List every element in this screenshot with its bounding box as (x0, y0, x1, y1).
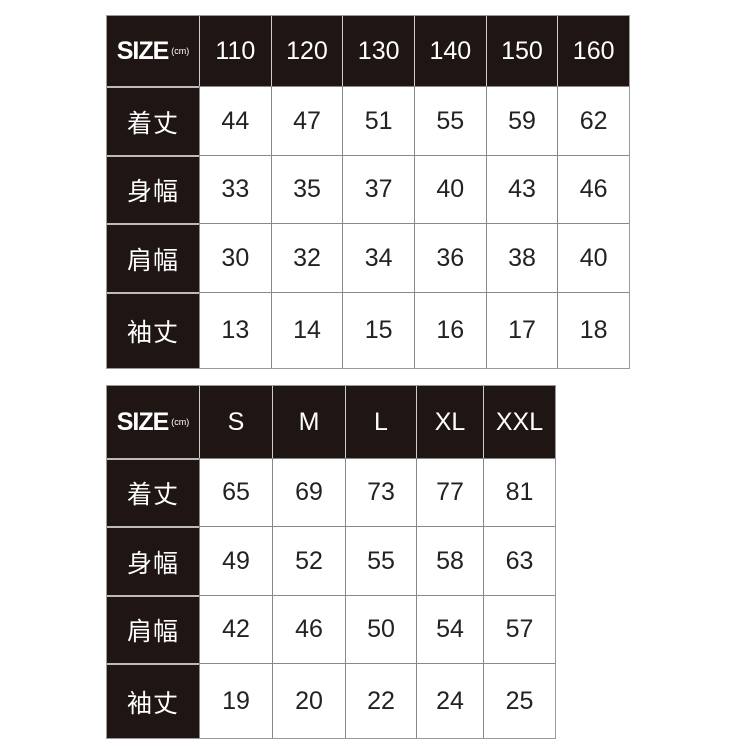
table-cell: 37 (342, 155, 414, 223)
table-cell: 81 (483, 458, 555, 526)
row-label: 身幅 (107, 155, 199, 223)
table-cell: 16 (413, 292, 486, 368)
adult-size-table: SIZE (cm) S M L XL XXL 着丈 65 69 73 77 81 身幅 49 52 55 58 63… (106, 385, 556, 739)
table-cell: 15 (342, 292, 414, 368)
unit-label: (cm) (171, 46, 190, 56)
table-cell: 17 (485, 292, 558, 368)
table-cell: 57 (483, 595, 555, 663)
column-header: 130 (342, 16, 414, 86)
size-label: SIZE (116, 407, 170, 436)
row-label: 袖丈 (107, 663, 199, 738)
table-cell: 62 (557, 86, 629, 155)
column-header: 160 (557, 16, 629, 86)
row-label: 着丈 (107, 458, 199, 526)
table-cell: 30 (199, 223, 271, 292)
kids-size-table: SIZE (cm) 110 120 130 140 150 160 着丈 44 47 51 55 59 62… (106, 15, 630, 369)
table-cell: 69 (272, 458, 345, 526)
table-cell: 32 (270, 223, 343, 292)
table-cell: 50 (345, 595, 416, 663)
table-cell: 55 (345, 526, 416, 595)
column-header: S (199, 386, 272, 458)
table-cell: 14 (270, 292, 343, 368)
table-cell: 44 (199, 86, 271, 155)
table-cell: 63 (483, 526, 555, 595)
table-cell: 13 (199, 292, 271, 368)
column-header: M (272, 386, 345, 458)
table-cell: 40 (413, 155, 486, 223)
table-cell: 42 (199, 595, 272, 663)
table-cell: 55 (413, 86, 486, 155)
table-cell: 24 (416, 663, 483, 738)
column-header: 120 (270, 16, 343, 86)
column-header: XL (416, 386, 483, 458)
size-header-cell: SIZE (cm) (107, 386, 199, 458)
row-label: 肩幅 (107, 595, 199, 663)
column-header: 150 (485, 16, 558, 86)
column-header: XXL (483, 386, 555, 458)
table-cell: 25 (483, 663, 555, 738)
table-cell: 18 (557, 292, 629, 368)
table-cell: 35 (270, 155, 343, 223)
table-cell: 49 (199, 526, 272, 595)
column-header: L (345, 386, 416, 458)
table-cell: 65 (199, 458, 272, 526)
unit-label: (cm) (171, 417, 190, 427)
table-cell: 58 (416, 526, 483, 595)
table-cell: 51 (342, 86, 414, 155)
table-cell: 59 (485, 86, 558, 155)
column-header: 110 (199, 16, 271, 86)
table-cell: 46 (557, 155, 629, 223)
table-cell: 52 (272, 526, 345, 595)
table-cell: 34 (342, 223, 414, 292)
size-label: SIZE (116, 36, 170, 65)
row-label: 着丈 (107, 86, 199, 155)
table-cell: 19 (199, 663, 272, 738)
table-cell: 54 (416, 595, 483, 663)
table-cell: 22 (345, 663, 416, 738)
table-cell: 33 (199, 155, 271, 223)
column-header: 140 (413, 16, 486, 86)
table-cell: 38 (485, 223, 558, 292)
table-cell: 40 (557, 223, 629, 292)
table-cell: 20 (272, 663, 345, 738)
table-cell: 43 (485, 155, 558, 223)
row-label: 袖丈 (107, 292, 199, 368)
row-label: 肩幅 (107, 223, 199, 292)
table-cell: 77 (416, 458, 483, 526)
size-header-cell: SIZE (cm) (107, 16, 199, 86)
row-label: 身幅 (107, 526, 199, 595)
table-cell: 73 (345, 458, 416, 526)
table-cell: 46 (272, 595, 345, 663)
table-cell: 36 (413, 223, 486, 292)
table-cell: 47 (270, 86, 343, 155)
